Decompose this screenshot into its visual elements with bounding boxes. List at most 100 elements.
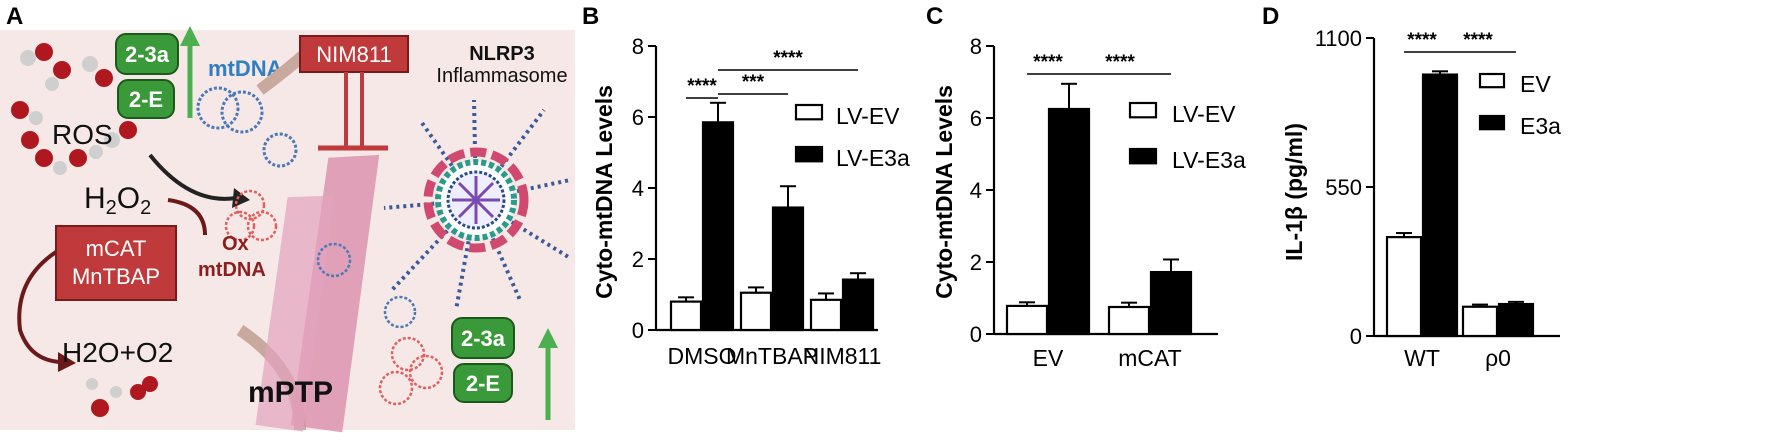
y-tick-label: 550 <box>1325 175 1362 200</box>
legend-swatch <box>1128 101 1158 119</box>
y-tick-label: 8 <box>632 34 644 59</box>
chart-panel-c: C Cyto-mtDNA Levels 0 2 4 6 8 EV mCAT **** **** L… <box>926 3 1246 371</box>
bar-chart-c: 0 2 4 6 8 EV mCAT **** **** LV-EV LV-E3a <box>970 34 1246 371</box>
mptp-channel <box>255 154 380 433</box>
category-label: EV <box>1033 345 1064 371</box>
y-axis-label-c: Cyto-mtDNA Levels <box>931 85 957 299</box>
bar-EV-LV-EV <box>1005 304 1049 336</box>
significance-label: **** <box>1033 52 1063 73</box>
legend-label: E3a <box>1520 113 1561 139</box>
bar-mCAT-LV-EV <box>1107 305 1151 336</box>
y-tick-label: 8 <box>970 34 982 59</box>
svg-text:2-E: 2-E <box>129 87 163 112</box>
bar-DMSO-LV-E3a <box>701 121 735 332</box>
ox-label: Ox <box>222 233 249 255</box>
bar-chart-d: 0 550 1100 WT ρ0 **** **** EV E3a <box>1315 26 1561 371</box>
y-tick-label: 1100 <box>1315 26 1362 51</box>
up-arrow-icon-top <box>180 26 200 118</box>
panel-letter-c: C <box>926 3 943 30</box>
legend-label: LV-E3a <box>1172 147 1246 173</box>
chart-panel-b: B Cyto-mtDNA Levels 0 2 4 6 8 DMSOMnTBAPNIM81… <box>582 3 910 369</box>
svg-text:mCAT: mCAT <box>86 236 147 261</box>
arrow-to-water <box>17 250 61 364</box>
escaping-mtdna <box>316 242 444 406</box>
mtdna-circles <box>196 86 298 168</box>
y-tick-label: 2 <box>970 250 982 275</box>
legend-swatch <box>1478 72 1506 89</box>
nlrp3-label: NLRP3 <box>469 43 535 65</box>
bar-EV-LV-E3a <box>1047 107 1091 336</box>
mcat-mntbap-box: mCAT MnTBAP <box>55 225 177 301</box>
ox-mtdna-circles <box>224 189 278 242</box>
bar-MnTBAP-LV-E3a <box>771 206 805 332</box>
inflammasome-label: Inflammasome <box>436 65 567 87</box>
y-tick-label: 0 <box>632 318 644 343</box>
up-arrow-icon-bottom <box>538 328 558 420</box>
badge-2-e-bottom: 2-E <box>453 363 513 403</box>
chart-panel-d: D IL-1β (pg/ml) 0 550 1100 WT ρ0 **** **** EV E3… <box>1262 3 1561 371</box>
badge-2-3a-top: 2-3a <box>115 33 179 75</box>
svg-text:MnTBAP: MnTBAP <box>72 264 160 289</box>
bar-mCAT-LV-E3a <box>1149 270 1193 336</box>
category-label: DMSO <box>668 343 737 369</box>
panel-letter-b: B <box>582 3 599 30</box>
bar-MnTBAP-LV-EV <box>739 291 773 332</box>
svg-text:NIM811: NIM811 <box>316 42 391 67</box>
panel-letter-a: A <box>6 3 23 30</box>
significance-label: **** <box>1105 52 1135 73</box>
legend-swatch <box>794 145 824 163</box>
significance-label: **** <box>1407 30 1437 51</box>
y-tick-label: 4 <box>970 178 982 203</box>
y-tick-label: 0 <box>1350 324 1362 349</box>
badge-2-3a-bottom: 2-3a <box>451 317 515 359</box>
inflammasome-graphic <box>383 99 572 311</box>
badge-2-e-top: 2-E <box>117 79 175 119</box>
category-label: ρ0 <box>1485 345 1511 371</box>
y-tick-label: 2 <box>632 247 644 272</box>
o2-molecules <box>86 376 158 417</box>
legend-swatch <box>1478 114 1506 131</box>
ros-label: ROS <box>52 119 113 150</box>
arrow-head-water-icon <box>58 352 76 372</box>
category-label: WT <box>1404 345 1440 371</box>
ros-molecules <box>11 43 137 175</box>
y-axis-label-d: IL-1β (pg/ml) <box>1281 123 1307 261</box>
nim811-box: NIM811 <box>299 35 409 151</box>
bar-WT-EV <box>1385 236 1423 338</box>
mptp-label: mPTP <box>248 376 333 409</box>
panel-letter-d: D <box>1262 3 1279 30</box>
bar-DMSO-LV-EV <box>669 300 703 332</box>
bar-NIM811-LV-EV <box>809 298 843 332</box>
significance-label: **** <box>687 76 717 97</box>
legend-swatch <box>794 103 824 121</box>
bar-NIM811-LV-E3a <box>841 278 875 332</box>
y-axis-label-b: Cyto-mtDNA Levels <box>591 85 617 299</box>
arrow-ros-to-ox <box>148 153 237 201</box>
legend-label: LV-EV <box>1172 101 1236 127</box>
svg-text:2-3a: 2-3a <box>125 42 170 67</box>
bar-WT-E3a <box>1421 73 1459 338</box>
y-tick-label: 6 <box>632 105 644 130</box>
bar-ρ0-EV <box>1461 305 1499 338</box>
y-tick-label: 4 <box>632 176 644 201</box>
legend-label: EV <box>1520 71 1551 97</box>
category-label: MnTBAP <box>726 343 818 369</box>
schematic-panel: A 2-3a 2-E mtDNA <box>0 3 575 433</box>
ox-mtdna-label: mtDNA <box>198 259 266 281</box>
category-label: mCAT <box>1118 345 1181 371</box>
y-tick-label: 0 <box>970 322 982 347</box>
h2o-o2-label: H2O+O2 <box>62 337 173 368</box>
legend-label: LV-EV <box>836 103 900 129</box>
h2o2-label: H2O2 <box>84 182 151 219</box>
svg-text:2-3a: 2-3a <box>461 326 506 351</box>
significance-label: *** <box>742 72 765 93</box>
significance-label: **** <box>1463 30 1493 51</box>
significance-label: **** <box>773 48 803 69</box>
category-label: NIM811 <box>803 343 882 369</box>
bar-ρ0-E3a <box>1497 302 1535 338</box>
y-tick-label: 6 <box>970 106 982 131</box>
legend-label: LV-E3a <box>836 145 910 171</box>
svg-text:2-E: 2-E <box>466 371 500 396</box>
